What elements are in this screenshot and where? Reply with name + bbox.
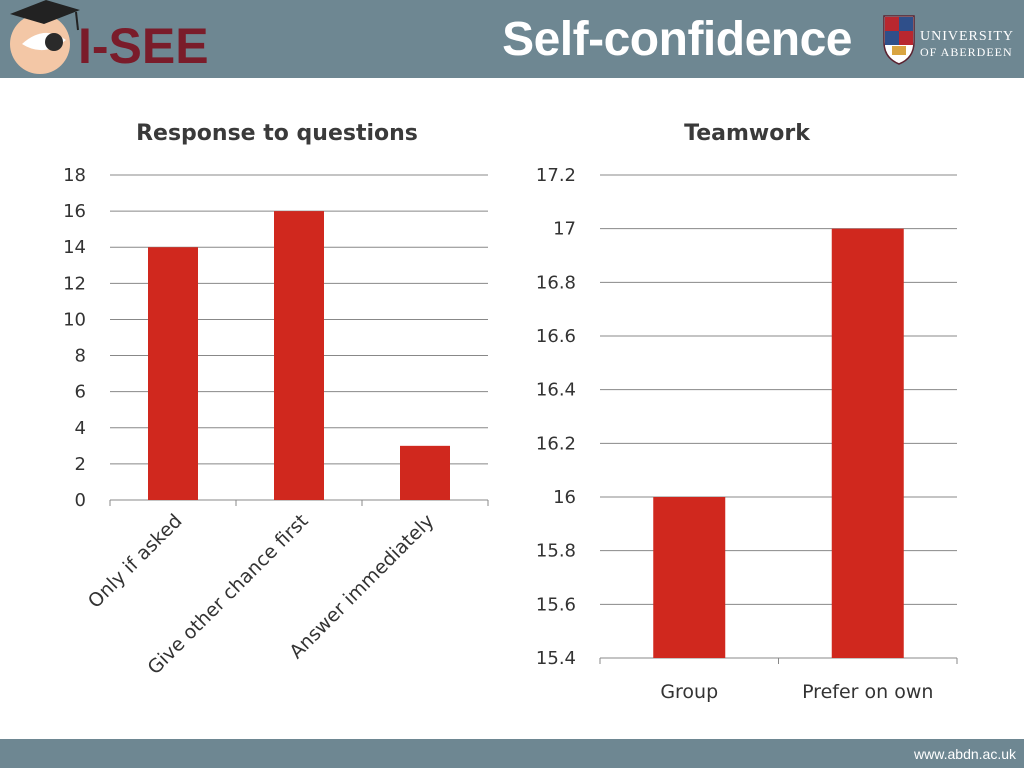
logo-text: I-SEE: [78, 18, 209, 74]
y-tick-label: 10: [63, 309, 86, 330]
y-tick-label: 17.2: [536, 165, 576, 186]
chart-title: Teamwork: [684, 121, 811, 146]
y-tick-label: 17: [553, 219, 576, 240]
category-label: Only if asked: [84, 510, 187, 613]
mortarboard-icon: [10, 0, 80, 24]
footer-bar: www.abdn.ac.uk: [0, 739, 1024, 768]
y-tick-label: 15.4: [536, 648, 576, 669]
slide-title: Self-confidence: [502, 13, 852, 66]
category-label: Answer immediately: [285, 510, 438, 663]
bar: [653, 497, 726, 658]
university-logo: UNIVERSITY OF ABERDEEN: [883, 15, 1014, 65]
bar: [831, 228, 904, 658]
y-tick-label: 0: [75, 490, 86, 511]
y-tick-label: 16.4: [536, 380, 576, 401]
y-tick-label: 16: [553, 487, 576, 508]
category-label: Group: [660, 681, 718, 703]
chart-teamwork: Teamwork 15.4 15.6 15.8 16 16.2 16.4 16.6 16.8 1…: [536, 121, 958, 703]
bar: [148, 247, 198, 500]
header-bar: I-SEE Self-confidence UNIVERSITY OF ABER…: [0, 0, 1024, 78]
y-tick-label: 18: [63, 165, 86, 186]
university-crest-icon: [883, 15, 915, 65]
chart-title: Response to questions: [136, 121, 418, 146]
y-tick-label: 12: [63, 273, 86, 294]
y-tick-label: 15.8: [536, 541, 576, 562]
university-name-line2: OF ABERDEEN: [920, 45, 1013, 59]
y-tick-label: 16.8: [536, 272, 576, 293]
chart-response-to-questions: Response to questions 0 2 4 6 8 10 12 14 16 18 Onl…: [63, 121, 489, 679]
charts-area: Response to questions 0 2 4 6 8 10 12 14 16 18 Onl…: [63, 121, 958, 703]
university-name-line1: UNIVERSITY: [920, 29, 1014, 44]
y-tick-label: 15.6: [536, 594, 576, 615]
y-tick-label: 8: [75, 346, 86, 367]
bar: [400, 445, 450, 500]
y-tick-label: 4: [75, 418, 86, 439]
y-tick-label: 2: [75, 454, 86, 475]
category-label: Prefer on own: [802, 681, 933, 703]
y-tick-label: 16: [63, 201, 86, 222]
isee-logo: I-SEE: [10, 0, 209, 74]
y-tick-label: 16.2: [536, 433, 576, 454]
footer-url: www.abdn.ac.uk: [914, 746, 1016, 762]
y-tick-label: 6: [75, 382, 86, 403]
y-tick-label: 16.6: [536, 326, 576, 347]
bar: [274, 211, 324, 500]
y-tick-label: 14: [63, 237, 86, 258]
pupil-icon: [45, 33, 63, 51]
tassel-icon: [75, 11, 79, 31]
